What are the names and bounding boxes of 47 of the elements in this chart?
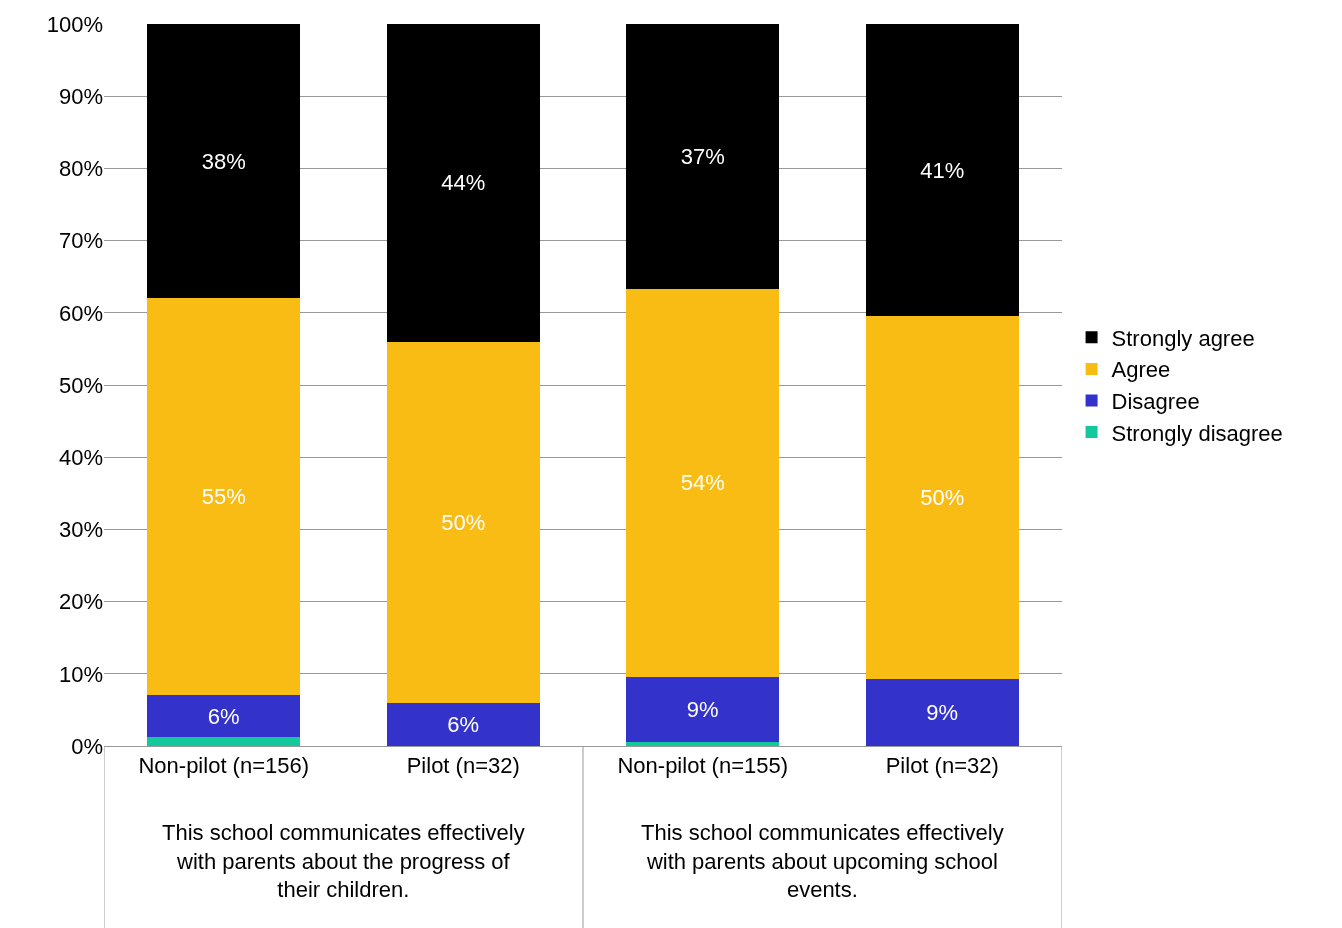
data-label: 9% (926, 699, 959, 725)
bar (386, 341, 540, 703)
bar (626, 676, 780, 742)
data-label: 41% (920, 157, 965, 183)
bar (147, 24, 301, 299)
y-tick-label: 70% (58, 228, 103, 254)
data-label: 9% (686, 696, 719, 722)
data-label: 54% (680, 470, 725, 496)
x-tick-label: Non-pilot (n=156) (138, 753, 310, 779)
y-tick-label: 40% (58, 444, 103, 470)
legend-label: Agree (1111, 357, 1171, 383)
bar (865, 316, 1019, 679)
y-tick-label: 20% (58, 589, 103, 615)
y-tick-label: 10% (58, 661, 103, 687)
data-label: 50% (920, 485, 965, 511)
data-label: 44% (441, 170, 486, 196)
text: This school communicates effectively with parents about upcoming school events. (641, 820, 1004, 903)
x-tick-label: Pilot (n=32) (885, 753, 999, 779)
bar (147, 695, 301, 738)
y-tick-label: 30% (58, 517, 103, 543)
bar (147, 737, 301, 746)
y-tick-label: 50% (58, 372, 103, 398)
bar (865, 678, 1019, 746)
data-label: 55% (201, 484, 246, 510)
y-tick-label: 0% (71, 733, 103, 759)
text: This school communicates effectively with parents about the progress of their children. (162, 820, 525, 903)
data-label: 37% (680, 143, 725, 169)
x-tick-label: Non-pilot (n=155) (617, 753, 789, 779)
data-label: 38% (201, 148, 246, 174)
legend-label: Disagree (1111, 389, 1200, 415)
x-tick-label: Pilot (n=32) (406, 753, 520, 779)
data-label: 6% (447, 711, 480, 737)
bar (386, 24, 540, 342)
legend-label: Strongly agree (1111, 325, 1255, 351)
data-label: 6% (207, 703, 240, 729)
bar (865, 24, 1019, 317)
bar (626, 741, 780, 746)
y-tick-label: 100% (46, 11, 103, 37)
bar (626, 24, 780, 289)
bar (626, 288, 780, 677)
legend-label: Strongly disagree (1111, 420, 1283, 446)
bar (147, 298, 301, 696)
y-tick-label: 90% (58, 83, 103, 109)
y-tick-label: 60% (58, 300, 103, 326)
data-label: 50% (441, 509, 486, 535)
bar (386, 702, 540, 746)
y-tick-label: 80% (58, 156, 103, 182)
